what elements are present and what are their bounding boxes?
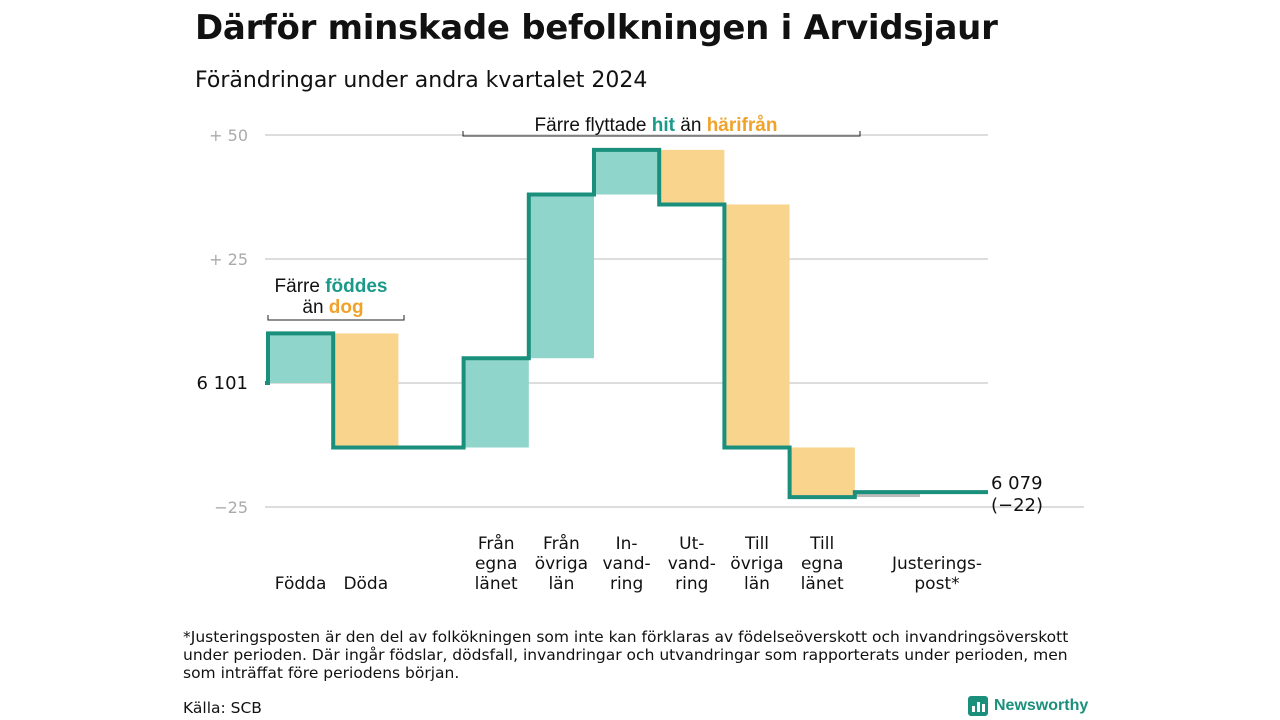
x-tick-label: länet: [475, 574, 518, 594]
cumulative-line: [265, 147, 988, 500]
x-tick-label: Födda: [275, 574, 327, 594]
page-title: Därför minskade befolkningen i Arvidsjau…: [195, 8, 998, 48]
x-tick-label: post*: [914, 574, 959, 594]
waterfall-bar: [724, 204, 790, 448]
waterfall-bar: [463, 358, 529, 448]
y-tick-label: −25: [214, 498, 248, 517]
x-tick-label: Justerings-: [891, 554, 982, 574]
x-tick-label: egna: [475, 554, 517, 574]
end-change-label: (−22): [991, 495, 1043, 516]
y-tick-label: + 50: [209, 126, 248, 145]
x-tick-label: övriga: [730, 554, 783, 574]
waterfall-bar: [268, 333, 334, 383]
start-value-label: 6 101: [196, 373, 248, 394]
migration-bracket: [462, 131, 861, 137]
x-tick-label: Till: [809, 534, 834, 554]
x-tick-label: In-: [616, 534, 638, 554]
x-tick-label: vand-: [668, 554, 716, 574]
x-tick-label: övriga: [535, 554, 588, 574]
page-subtitle: Förändringar under andra kvartalet 2024: [195, 68, 648, 93]
x-tick-label: länet: [801, 574, 844, 594]
waterfall-chart: + 50+ 256 101−256 079(−22)Födda DödaFråne…: [196, 115, 1084, 594]
waterfall-bar: [594, 149, 660, 195]
x-tick-label: Döda: [343, 574, 388, 594]
births-bracket: [267, 315, 405, 321]
waterfall-bar: [528, 194, 594, 359]
x-tick-label: vand-: [603, 554, 651, 574]
x-tick-label: län: [548, 574, 574, 594]
newsworthy-icon: [968, 696, 988, 716]
migration-annotation: Färre flyttade hit än härifrån: [535, 115, 778, 136]
x-tick-label: Ut-: [679, 534, 704, 554]
x-tick-label: län: [744, 574, 770, 594]
source-note: Källa: SCB: [183, 699, 262, 717]
x-tick-label: Från: [543, 533, 580, 554]
x-tick-label: ring: [610, 574, 643, 594]
waterfall-bar: [333, 333, 399, 448]
births-annotation-line1: Färre föddes: [275, 276, 388, 297]
x-tick-label: ring: [675, 574, 708, 594]
x-tick-label: Från: [478, 533, 515, 554]
births-annotation-line2: än dog: [302, 297, 363, 318]
waterfall-bar: [789, 447, 855, 498]
end-value-label: 6 079: [991, 473, 1043, 494]
x-tick-label: Till: [744, 534, 769, 554]
footnote: *Justeringsposten är den del av folkökni…: [183, 628, 1069, 682]
brand-logo: Newsworthy: [968, 696, 1088, 716]
waterfall-bar: [854, 492, 920, 498]
brand-name: Newsworthy: [994, 697, 1089, 714]
waterfall-bar: [659, 149, 725, 205]
x-tick-label: egna: [801, 554, 843, 574]
y-tick-label: + 25: [209, 250, 248, 269]
